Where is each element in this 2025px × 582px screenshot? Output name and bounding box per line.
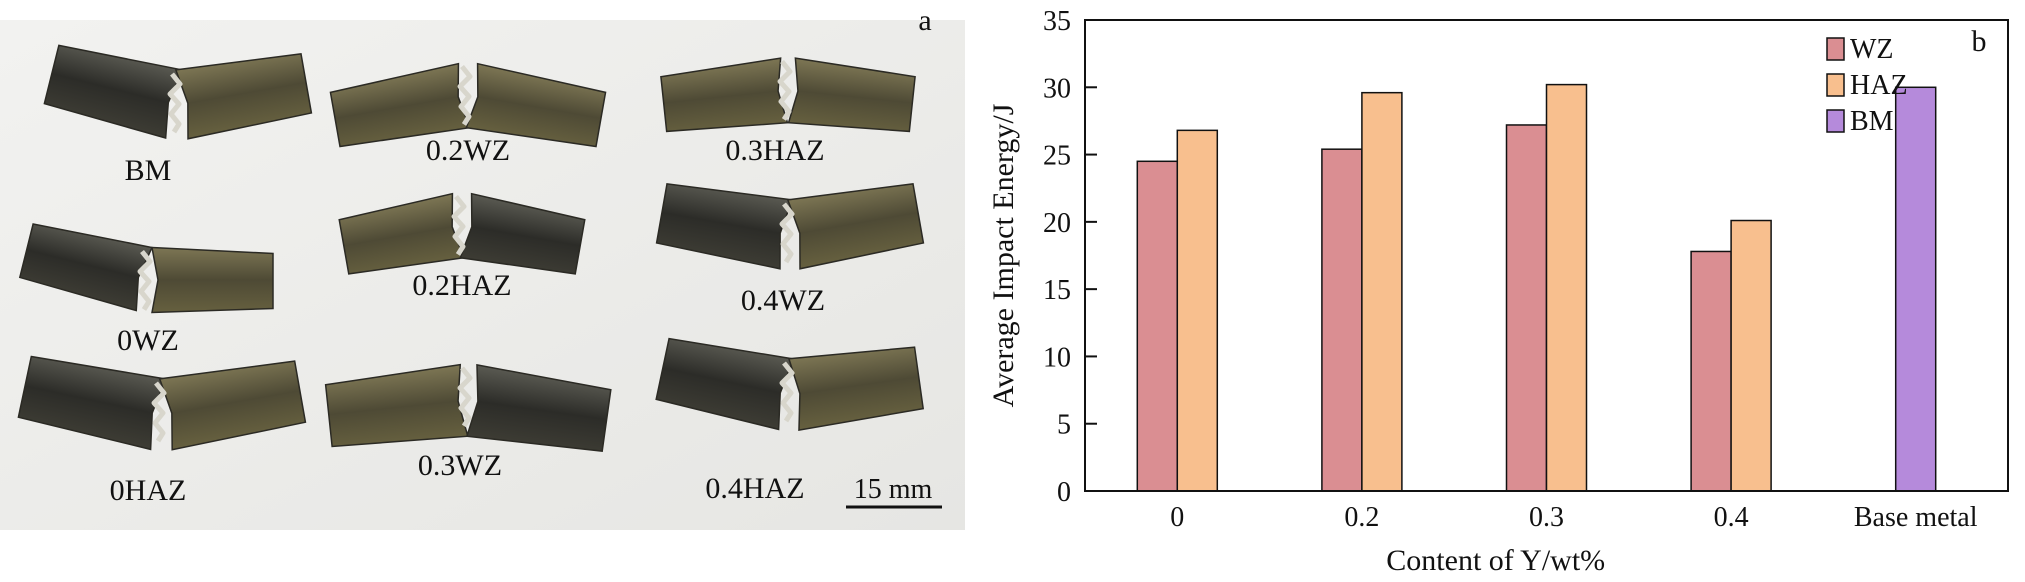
legend-label: BM	[1850, 106, 1894, 137]
legend: WZ HAZ BM	[1826, 34, 1908, 137]
bars	[1136, 83, 1937, 492]
specimen-label: 0.2HAZ	[412, 269, 511, 302]
legend-swatch	[1826, 109, 1845, 133]
specimen-photo: BM 0.2WZ 0.3HAZ 0.2HAZ 0.4WZ 0WZ 0HAZ 0.…	[0, 4, 965, 530]
fracture-surface	[451, 194, 467, 256]
specimen-label: BM	[125, 154, 172, 187]
specimen-labels: BM 0.2WZ 0.3HAZ 0.2HAZ 0.4WZ 0WZ 0HAZ 0.…	[110, 134, 825, 507]
specimen-half	[655, 183, 794, 270]
specimen-shapes	[17, 44, 925, 452]
specimen-half	[151, 246, 274, 314]
fracture-surface	[457, 366, 473, 428]
specimen-half	[465, 62, 607, 148]
y-axis-ticks: 0 5 10 15 20 25 30 35	[1043, 6, 1097, 508]
y-tick-label: 0	[1057, 477, 1071, 508]
fracture-surface	[137, 249, 153, 311]
bar-haz	[1176, 129, 1219, 492]
x-axis-ticks: 0 0.2 0.3 0.4 Base metal	[1170, 479, 1978, 533]
y-tick-label: 5	[1057, 410, 1071, 441]
specimen-label: 0.2WZ	[426, 134, 510, 167]
specimen-half	[655, 337, 795, 431]
specimen-half	[174, 53, 313, 140]
specimen-half	[787, 346, 925, 431]
bar-wz	[1505, 124, 1548, 492]
y-tick-label: 10	[1043, 342, 1071, 373]
y-tick-label: 25	[1043, 141, 1071, 172]
fracture-surface	[779, 202, 795, 264]
bar-wz	[1136, 160, 1179, 492]
specimen-label: 0.4HAZ	[705, 472, 804, 505]
scale-bar-label: 15 mm	[854, 474, 933, 505]
bar-haz	[1361, 91, 1403, 492]
legend-label: HAZ	[1850, 70, 1908, 101]
bar-haz	[1545, 83, 1588, 492]
bar-wz	[1690, 250, 1732, 492]
specimen-photo-panel: BM 0.2WZ 0.3HAZ 0.2HAZ 0.4WZ 0WZ 0HAZ 0.…	[0, 0, 965, 560]
legend-swatch	[1826, 73, 1845, 97]
panel-label-b: b	[1972, 25, 1987, 58]
bar-wz	[1321, 148, 1363, 492]
y-tick-label: 30	[1043, 73, 1071, 104]
legend-swatch	[1826, 37, 1845, 61]
x-tick-label: 0	[1170, 502, 1184, 533]
fracture-surface	[777, 59, 793, 121]
y-tick-label: 35	[1043, 6, 1071, 37]
specimen-label: 0WZ	[117, 324, 179, 357]
legend-label: WZ	[1850, 34, 1894, 65]
x-tick-label: 0.2	[1344, 502, 1379, 533]
impact-energy-chart-panel: 0 5 10 15 20 25 30 35 0 0.2 0.3 0.4 Base metal WZ HA…	[975, 0, 2020, 577]
y-tick-label: 15	[1043, 275, 1071, 306]
specimen-label: 0.3WZ	[418, 449, 502, 482]
y-axis-title: Average Impact Energy/J	[987, 103, 1020, 407]
specimen-label: 0.4WZ	[741, 284, 825, 317]
panel-label-a: a	[918, 4, 931, 37]
impact-energy-chart: 0 5 10 15 20 25 30 35 0 0.2 0.3 0.4 Base metal WZ HA…	[987, 6, 2009, 577]
specimen-half	[324, 363, 469, 448]
specimen-half	[17, 355, 167, 451]
y-tick-label: 20	[1043, 208, 1071, 239]
fracture-surface	[779, 361, 795, 423]
x-axis-title: Content of Y/wt%	[1386, 544, 1605, 577]
x-tick-label: Base metal	[1854, 502, 1978, 533]
specimen-half	[786, 183, 925, 270]
specimen-half	[459, 192, 586, 275]
specimen-label: 0HAZ	[110, 474, 187, 507]
specimen-half	[465, 364, 612, 452]
plot-frame	[1084, 19, 2009, 492]
specimen-half	[158, 360, 307, 451]
fracture-surface	[457, 64, 473, 126]
specimen-half	[43, 44, 184, 139]
specimen-label: 0.3HAZ	[725, 134, 824, 167]
specimen-half	[18, 223, 154, 312]
fracture-surface	[167, 72, 183, 134]
fracture-surface	[151, 381, 167, 443]
bar-bm	[1894, 86, 1937, 492]
specimen-half	[787, 57, 916, 133]
x-tick-label: 0.3	[1529, 502, 1564, 533]
bar-haz	[1730, 219, 1772, 492]
x-tick-label: 0.4	[1714, 502, 1749, 533]
